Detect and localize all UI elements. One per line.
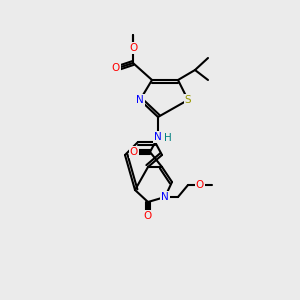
Text: O: O	[112, 63, 120, 73]
Text: O: O	[130, 147, 138, 157]
Text: O: O	[129, 43, 137, 53]
Text: N: N	[154, 132, 162, 142]
Text: H: H	[164, 133, 172, 143]
Text: O: O	[196, 180, 204, 190]
Text: O: O	[144, 211, 152, 221]
Text: S: S	[185, 95, 191, 105]
Text: N: N	[136, 95, 144, 105]
Text: N: N	[161, 192, 169, 202]
